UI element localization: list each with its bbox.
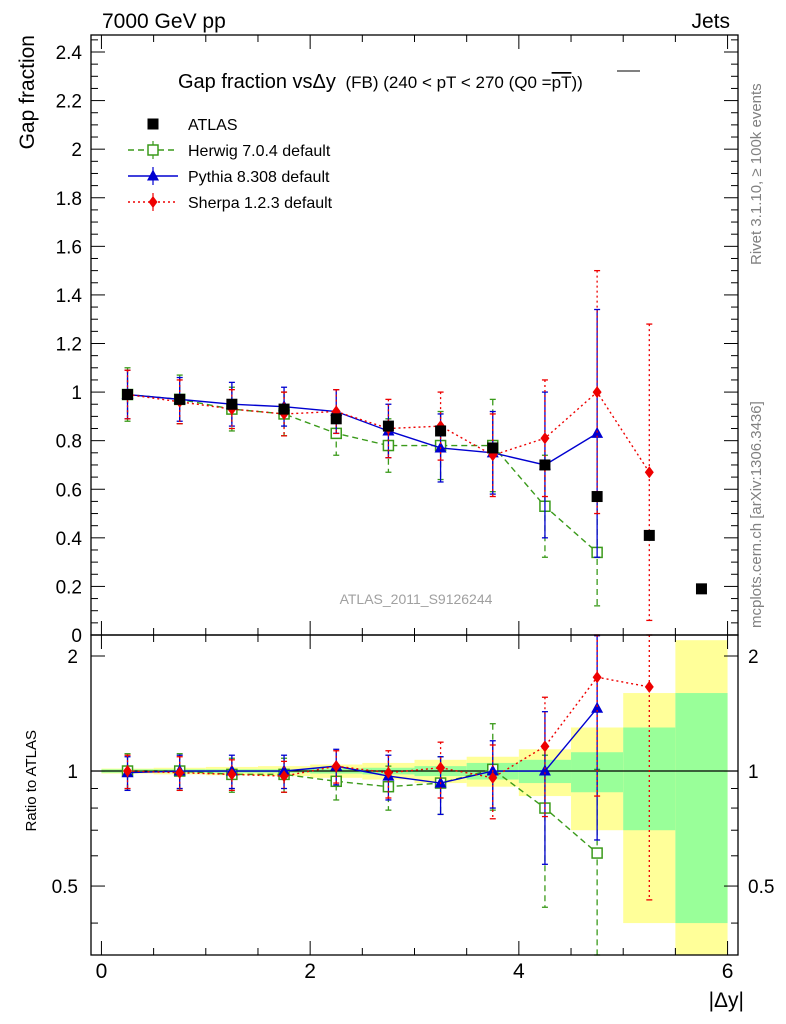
y-tick-label: 2.4 [56, 43, 83, 64]
y-tick-label: 2.2 [56, 92, 82, 113]
pythia-ratio-point [538, 764, 551, 776]
sherpa-ratio-point [383, 766, 393, 779]
y-tick-label: 1 [71, 383, 82, 404]
atlas-point [695, 583, 707, 595]
sherpa-ratio-point [279, 770, 289, 783]
legend-label: Herwig 7.0.4 default [188, 143, 331, 160]
y-axis-title: Gap fraction [16, 35, 39, 149]
sherpa-point [592, 386, 602, 399]
pythia-ratio-point [278, 764, 291, 776]
sherpa-ratio-point [227, 768, 237, 781]
legend-label: Sherpa 1.2.3 default [188, 195, 333, 212]
axes-and-ticks: 0 2 4 600.20.40.60.811.21.41.61.822.22.40.5… [52, 35, 774, 983]
y-tick-label: 0.8 [56, 432, 82, 453]
atlas-point [122, 389, 134, 401]
sherpa-ratio-point [123, 765, 133, 778]
y-tick-label: 1.2 [56, 335, 82, 356]
legend-label: ATLAS [188, 117, 238, 134]
sherpa-ratio-point [644, 680, 654, 693]
ratio-stat-band [623, 727, 676, 831]
pythia-ratio-line [127, 707, 598, 784]
atlas-point [382, 420, 394, 432]
atlas-point [435, 425, 447, 437]
plot-title-suffix: (FB) (240 < pT < 270 (Q0 = [345, 73, 551, 92]
x-tick-label: 0 [96, 960, 108, 983]
atlas-point [226, 398, 238, 410]
atlas-point [278, 403, 290, 415]
ratio-stat-band [675, 693, 728, 924]
legend-marker [147, 169, 159, 181]
sherpa-ratio-point [331, 760, 341, 773]
plot-title-main: Gap fraction vsΔy [178, 71, 336, 93]
legend-marker [147, 144, 159, 156]
data-series [121, 269, 707, 956]
ratio-uncertainty-bands [101, 640, 728, 955]
rivet-version-label: Rivet 3.1.10, ≥ 100k events [748, 83, 765, 265]
y-tick-label: 0.6 [56, 480, 82, 501]
herwig-ratio-line [127, 768, 598, 854]
pythia-point [434, 441, 447, 453]
sherpa-ratio-point [592, 671, 602, 684]
legend-marker [148, 196, 158, 208]
analysis-watermark: ATLAS_2011_S9126244 [340, 591, 493, 607]
x-tick-label: 4 [513, 960, 525, 983]
herwig-ratio-point [591, 847, 603, 859]
y-tick-label: 1.8 [56, 189, 82, 210]
x-tick-label: 6 [722, 960, 734, 983]
herwig-line [127, 393, 598, 553]
ratio-y-tick-label-right: 0.5 [748, 877, 774, 898]
x-tick-label: 2 [304, 960, 316, 983]
sherpa-ratio-point [488, 771, 498, 784]
pythia-ratio-point [591, 701, 604, 713]
ratio-plot-frame [90, 634, 739, 956]
y-tick-label: 0.4 [56, 529, 83, 550]
x-axis-title: |Δy| [709, 989, 744, 1012]
sherpa-ratio-point [436, 761, 446, 774]
atlas-point [591, 491, 603, 503]
legend-label: Pythia 8.308 default [188, 169, 330, 186]
atlas-point [487, 442, 499, 454]
sherpa-ratio-point [175, 766, 185, 779]
ratio-y-tick-label-right: 2 [748, 647, 759, 668]
atlas-point [539, 459, 551, 471]
pythia-line [127, 393, 598, 466]
mcplots-url-label: mcplots.cern.ch [arXiv:1306.3436] [748, 401, 765, 628]
y-tick-label: 1.6 [56, 237, 82, 258]
sherpa-point [540, 432, 550, 445]
ratio-y-tick-label-right: 1 [748, 762, 759, 783]
plot-title: Gap fraction vsΔy (FB) (240 < pT < 270 (… [178, 71, 583, 93]
y-tick-label: 2 [71, 140, 82, 161]
atlas-point [330, 413, 342, 425]
ratio-y-tick-label-left: 1 [67, 762, 78, 783]
atlas-point [174, 393, 186, 405]
y-tick-label: 1.4 [56, 286, 83, 307]
energy-label: 7000 GeV pp [102, 10, 226, 33]
y-tick-label: 0 [71, 626, 82, 647]
legend: ATLAS Herwig 7.0.4 default Pythia 8.308 de… [128, 117, 333, 212]
legend-marker [147, 118, 159, 130]
plot-title-close: )) [571, 73, 582, 92]
plot-title-pt: pT [552, 73, 572, 92]
process-label: Jets [691, 10, 730, 33]
pythia-ratio-point [434, 776, 447, 788]
atlas-point [643, 529, 655, 541]
ratio-y-tick-label-left: 2 [67, 647, 78, 668]
ratio-y-axis-title: Ratio to ATLAS [23, 730, 40, 831]
sherpa-ratio-point [540, 740, 550, 753]
ratio-y-tick-label-left: 0.5 [52, 877, 78, 898]
y-tick-label: 0.2 [56, 577, 82, 598]
sherpa-point [644, 466, 654, 479]
